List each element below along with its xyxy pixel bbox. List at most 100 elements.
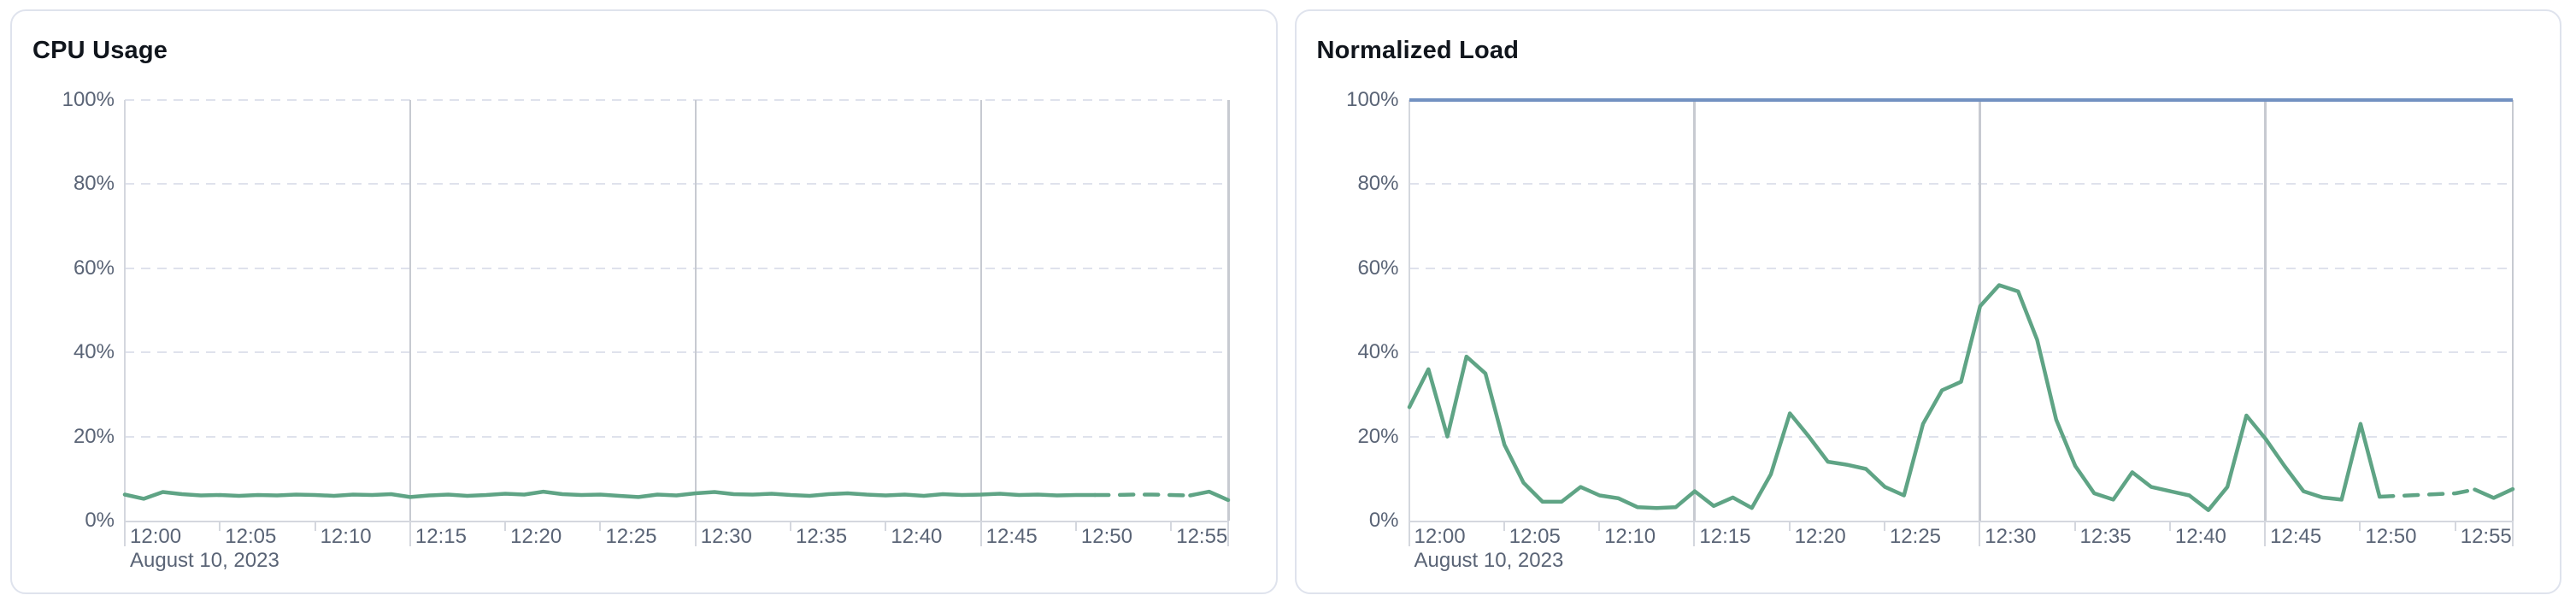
gridline-horizontal (125, 435, 1228, 438)
series-path-projected (1092, 492, 1192, 498)
x-axis-tick (1074, 521, 1077, 531)
x-axis-label: 12:45 (985, 525, 1038, 548)
x-axis-tick (314, 521, 316, 531)
x-axis-tick (1693, 521, 1696, 546)
x-axis-line (1409, 521, 2513, 522)
x-axis-label: 12:50 (2365, 525, 2417, 548)
x-axis-tick (1979, 521, 1981, 546)
x-axis-line (125, 521, 1228, 522)
x-axis-tick (1788, 521, 1791, 531)
x-axis-label: 12:25 (1889, 525, 1942, 548)
y-axis-label: 40% (1357, 340, 1399, 364)
y-axis-label: 0% (85, 509, 115, 532)
x-axis-label: 12:40 (891, 525, 943, 548)
x-axis-tick (1408, 521, 1410, 546)
x-axis-label: 12:50 (1080, 525, 1132, 548)
gridline-horizontal (1409, 435, 2513, 438)
y-axis-label: 20% (1357, 424, 1399, 448)
y-axis-label: 20% (73, 424, 115, 448)
x-axis-tick (2454, 521, 2456, 531)
x-axis-label: 12:15 (415, 525, 467, 548)
x-axis-label: 12:35 (796, 525, 848, 548)
x-axis-label: 12:20 (510, 525, 562, 548)
gridline-horizontal (1409, 183, 2513, 186)
x-axis-tick (694, 521, 697, 546)
cpu-usage-card: CPU Usage 0% 20% 40% 60% 80% 100% 12:00 12:05 12… (10, 9, 1278, 594)
x-axis-tick (885, 521, 887, 531)
x-axis-tick (219, 521, 221, 531)
x-axis-tick (599, 521, 602, 531)
series-path-actual (122, 489, 1097, 501)
series-path-projected (2377, 487, 2477, 499)
x-axis-label: 12:25 (605, 525, 657, 548)
y-axis-label: 0% (1368, 509, 1399, 532)
x-axis-tick (2168, 521, 2171, 531)
x-axis-tick (504, 521, 507, 531)
x-axis-label: 12:55 (1176, 525, 1228, 548)
series-path-actual-tail (1188, 489, 1231, 503)
x-axis-label: 12:05 (1509, 525, 1561, 548)
x-axis-tick (409, 521, 411, 546)
x-axis-tick (2359, 521, 2361, 531)
x-axis-label: 12:10 (320, 525, 372, 548)
cpu-usage-chart-canvas[interactable]: 0% 20% 40% 60% 80% 100% 12:00 12:05 12:10 12:15 12… (62, 89, 1231, 572)
gridline-horizontal (125, 267, 1228, 269)
x-axis-tick (1227, 521, 1229, 546)
y-axis-label: 40% (73, 340, 115, 364)
series-path-actual-tail (2472, 486, 2514, 500)
x-axis-tick (2264, 521, 2267, 546)
x-axis-tick (790, 521, 792, 531)
y-axis-line (1408, 100, 1410, 521)
gridline-vertical (979, 100, 983, 521)
date-label: August 10, 2023 (130, 549, 279, 572)
gridline-vertical (1693, 100, 1696, 521)
gridline-horizontal (125, 99, 1228, 101)
x-axis-label: 12:55 (2460, 525, 2512, 548)
series-path-actual (1407, 283, 2381, 512)
gridline-vertical (409, 100, 412, 521)
y-axis-label: 60% (1357, 256, 1399, 280)
x-axis-label: 12:15 (1699, 525, 1751, 548)
y-axis-label: 100% (1346, 88, 1399, 111)
gridline-horizontal (125, 183, 1228, 186)
y-axis-label: 80% (73, 172, 115, 196)
x-axis-tick (1883, 521, 1885, 531)
x-axis-label: 12:00 (1414, 525, 1466, 548)
gridline-vertical (2511, 100, 2514, 521)
x-axis-label: 12:45 (2270, 525, 2322, 548)
gridline-horizontal (1409, 267, 2513, 269)
x-axis-label: 12:05 (225, 525, 277, 548)
x-axis-label: 12:20 (1794, 525, 1846, 548)
gridline-vertical (694, 100, 697, 521)
chart-title: Normalized Load (1316, 37, 1520, 64)
x-axis-tick (1170, 521, 1173, 531)
gridline-horizontal (1409, 351, 2513, 354)
x-axis-label: 12:30 (700, 525, 752, 548)
x-axis-label: 12:40 (2174, 525, 2226, 548)
x-axis-label: 12:35 (2079, 525, 2132, 548)
x-axis-label: 12:00 (130, 525, 182, 548)
gridline-horizontal (125, 351, 1228, 354)
normalized-load-card: Normalized Load 0% 20% 40% 60% 80% 100% 12:00 1… (1294, 9, 2561, 594)
gridline-vertical (1227, 100, 1230, 521)
normalized-load-chart-canvas[interactable]: 0% 20% 40% 60% 80% 100% 12:00 12:05 12:10 12:15 12… (1346, 89, 2514, 572)
y-axis-label: 100% (62, 88, 115, 111)
y-axis-label: 60% (73, 256, 115, 280)
x-axis-tick (2511, 521, 2514, 546)
y-axis-label: 80% (1357, 172, 1399, 196)
chart-title: CPU Usage (32, 37, 168, 64)
y-axis-line (124, 100, 126, 521)
x-axis-tick (1598, 521, 1601, 531)
series-line-svg (1407, 283, 2514, 512)
x-axis-tick (1503, 521, 1505, 531)
x-axis-label: 12:30 (1985, 525, 2037, 548)
x-axis-tick (2073, 521, 2076, 531)
date-label: August 10, 2023 (1414, 549, 1564, 572)
x-axis-tick (979, 521, 982, 546)
gridline-vertical (2264, 100, 2267, 521)
threshold-line-100pct (1409, 98, 2513, 102)
series-line-svg (122, 489, 1231, 503)
x-axis-tick (124, 521, 126, 546)
x-axis-label: 12:10 (1604, 525, 1656, 548)
